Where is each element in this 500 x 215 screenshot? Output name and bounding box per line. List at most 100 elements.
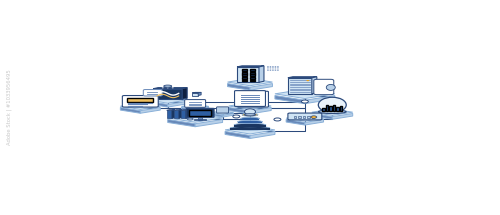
- Polygon shape: [120, 103, 160, 109]
- Ellipse shape: [240, 117, 260, 120]
- FancyBboxPatch shape: [194, 119, 206, 120]
- FancyBboxPatch shape: [250, 72, 255, 74]
- FancyBboxPatch shape: [314, 79, 334, 95]
- Polygon shape: [237, 66, 264, 67]
- Polygon shape: [168, 120, 195, 127]
- Polygon shape: [182, 104, 209, 109]
- FancyBboxPatch shape: [128, 98, 154, 101]
- FancyBboxPatch shape: [180, 110, 186, 118]
- Polygon shape: [286, 115, 324, 121]
- FancyBboxPatch shape: [250, 69, 255, 71]
- Circle shape: [272, 70, 274, 71]
- Polygon shape: [195, 120, 222, 127]
- FancyBboxPatch shape: [288, 78, 312, 94]
- Polygon shape: [332, 114, 352, 119]
- FancyBboxPatch shape: [242, 80, 247, 81]
- Circle shape: [172, 85, 173, 86]
- Circle shape: [270, 70, 272, 71]
- Circle shape: [166, 86, 168, 87]
- Circle shape: [267, 70, 269, 71]
- Polygon shape: [242, 115, 258, 117]
- FancyBboxPatch shape: [237, 67, 259, 82]
- Circle shape: [274, 70, 276, 71]
- FancyBboxPatch shape: [198, 117, 202, 120]
- Circle shape: [272, 67, 274, 68]
- Polygon shape: [250, 84, 272, 90]
- FancyBboxPatch shape: [184, 100, 206, 107]
- FancyBboxPatch shape: [340, 106, 342, 111]
- FancyBboxPatch shape: [144, 90, 162, 96]
- Polygon shape: [225, 126, 275, 134]
- FancyBboxPatch shape: [330, 106, 332, 111]
- Text: Adobe Stock | #1033956495: Adobe Stock | #1033956495: [6, 70, 12, 145]
- FancyBboxPatch shape: [298, 116, 301, 118]
- Ellipse shape: [187, 118, 193, 120]
- Polygon shape: [234, 125, 266, 127]
- Polygon shape: [168, 101, 186, 107]
- Ellipse shape: [234, 123, 266, 127]
- FancyBboxPatch shape: [242, 69, 247, 71]
- Ellipse shape: [326, 84, 336, 91]
- Polygon shape: [195, 108, 209, 112]
- FancyBboxPatch shape: [189, 110, 211, 116]
- Polygon shape: [140, 108, 160, 113]
- Ellipse shape: [244, 114, 256, 116]
- Circle shape: [162, 86, 164, 87]
- Circle shape: [162, 85, 164, 86]
- Polygon shape: [228, 84, 250, 90]
- FancyBboxPatch shape: [174, 110, 178, 118]
- Polygon shape: [286, 120, 305, 125]
- Circle shape: [306, 80, 310, 81]
- Polygon shape: [250, 108, 271, 114]
- FancyBboxPatch shape: [250, 77, 255, 79]
- Polygon shape: [222, 114, 234, 117]
- Polygon shape: [150, 97, 186, 103]
- Circle shape: [277, 67, 279, 68]
- Polygon shape: [305, 95, 335, 104]
- Ellipse shape: [318, 110, 346, 114]
- FancyBboxPatch shape: [154, 89, 182, 99]
- Polygon shape: [238, 122, 262, 123]
- Ellipse shape: [318, 97, 346, 113]
- Polygon shape: [275, 89, 335, 98]
- Polygon shape: [336, 98, 338, 101]
- FancyBboxPatch shape: [242, 74, 247, 76]
- Circle shape: [233, 115, 240, 118]
- FancyBboxPatch shape: [216, 107, 228, 113]
- Polygon shape: [312, 77, 317, 94]
- FancyBboxPatch shape: [242, 72, 247, 74]
- FancyBboxPatch shape: [288, 113, 322, 120]
- Polygon shape: [254, 92, 257, 95]
- Circle shape: [270, 66, 272, 67]
- Circle shape: [274, 66, 276, 67]
- FancyBboxPatch shape: [246, 92, 254, 95]
- Circle shape: [274, 118, 281, 121]
- Polygon shape: [305, 120, 324, 125]
- FancyBboxPatch shape: [250, 74, 255, 76]
- Polygon shape: [288, 77, 317, 78]
- Ellipse shape: [312, 117, 315, 118]
- FancyBboxPatch shape: [303, 116, 306, 118]
- FancyBboxPatch shape: [192, 93, 198, 95]
- Polygon shape: [186, 110, 188, 118]
- Circle shape: [302, 100, 308, 103]
- Polygon shape: [150, 101, 168, 107]
- Polygon shape: [198, 92, 201, 95]
- Polygon shape: [182, 108, 195, 112]
- Polygon shape: [168, 114, 222, 122]
- Circle shape: [277, 70, 279, 71]
- FancyBboxPatch shape: [330, 99, 336, 101]
- Ellipse shape: [238, 120, 262, 123]
- FancyBboxPatch shape: [249, 121, 252, 125]
- Ellipse shape: [242, 113, 258, 116]
- Polygon shape: [212, 111, 234, 115]
- Polygon shape: [312, 109, 352, 115]
- Circle shape: [172, 86, 173, 87]
- Polygon shape: [250, 131, 275, 138]
- FancyBboxPatch shape: [242, 77, 247, 79]
- Polygon shape: [120, 108, 141, 113]
- FancyBboxPatch shape: [234, 91, 266, 106]
- Circle shape: [277, 66, 279, 67]
- Circle shape: [267, 67, 269, 68]
- Polygon shape: [178, 110, 182, 118]
